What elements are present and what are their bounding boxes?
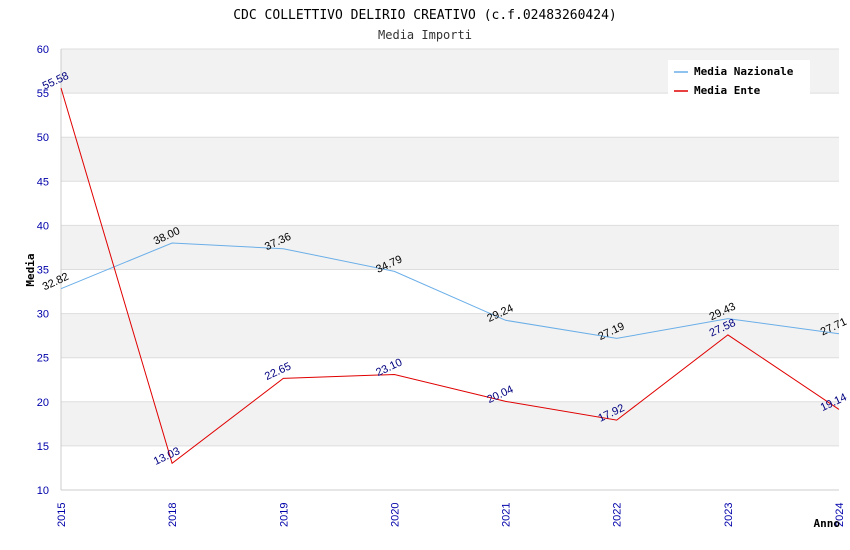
y-tick-label: 60 xyxy=(37,44,49,56)
y-tick-label: 35 xyxy=(37,265,49,277)
legend-box xyxy=(668,60,810,96)
x-tick-label: 2019 xyxy=(278,503,290,527)
x-axis-title: Anno xyxy=(814,517,841,530)
grid-band xyxy=(61,269,839,314)
grid-band xyxy=(61,445,839,490)
chart-subtitle: Media Importi xyxy=(378,28,472,42)
y-tick-label: 15 xyxy=(37,441,49,453)
grid-band xyxy=(61,225,839,270)
grid-band xyxy=(61,137,839,182)
legend: Media Nazionale Media Ente xyxy=(668,60,810,97)
series-line-ente xyxy=(60,87,840,465)
y-tick-label: 40 xyxy=(37,220,49,232)
x-tick-label: 2015 xyxy=(56,503,68,527)
x-tick-label: 2021 xyxy=(501,503,513,527)
grid-band xyxy=(61,401,839,446)
legend-label-nazionale: Media Nazionale xyxy=(694,65,794,78)
x-tick-label: 2018 xyxy=(167,503,179,527)
grid-band xyxy=(61,93,839,138)
x-tick-label: 2020 xyxy=(389,503,401,527)
grid-band xyxy=(61,181,839,226)
grid xyxy=(61,48,839,491)
grid-band xyxy=(61,357,839,402)
y-axis-title: Media xyxy=(24,253,37,286)
y-tick-label: 10 xyxy=(37,485,49,497)
legend-label-ente: Media Ente xyxy=(694,84,761,97)
y-tick-label: 25 xyxy=(37,353,49,365)
grid-band xyxy=(61,313,839,358)
chart-title: CDC COLLETTIVO DELIRIO CREATIVO (c.f.024… xyxy=(233,8,617,23)
x-tick-label: 2024 xyxy=(834,503,846,527)
y-tick-label: 45 xyxy=(37,176,49,188)
y-tick-label: 55 xyxy=(37,88,49,100)
axes: 10 15 20 25 30 35 40 45 50 55 60 2015 2018 2019 2020 20… xyxy=(37,44,846,527)
x-tick-label: 2022 xyxy=(612,503,624,527)
series xyxy=(60,87,840,465)
y-tick-label: 50 xyxy=(37,132,49,144)
y-tick-label: 20 xyxy=(37,397,49,409)
series-line-nazionale xyxy=(60,242,840,339)
x-tick-label: 2023 xyxy=(723,503,735,527)
y-tick-label: 30 xyxy=(37,309,49,321)
